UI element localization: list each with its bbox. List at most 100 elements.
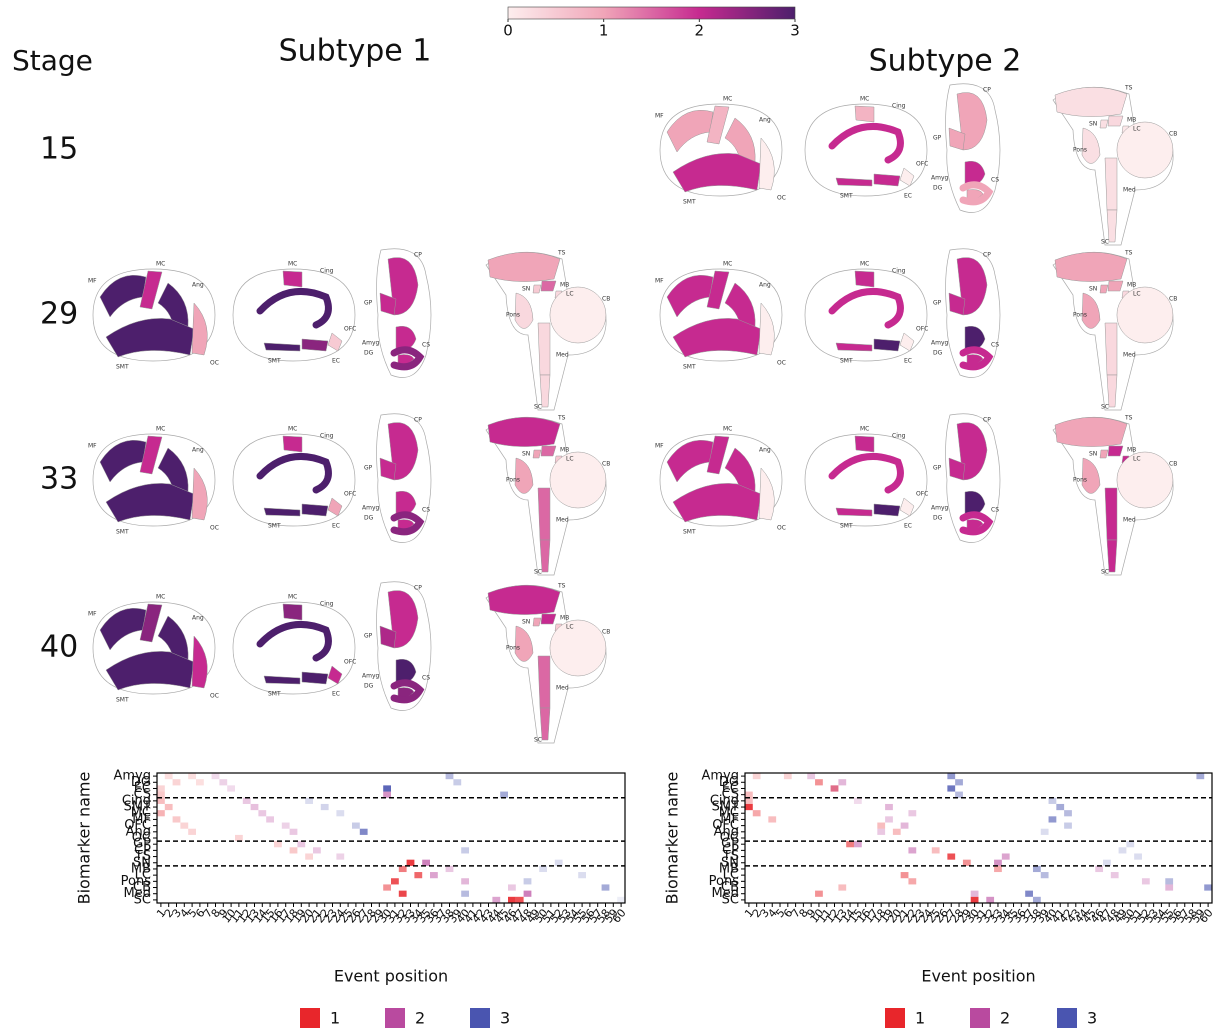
region-label: CP <box>414 417 422 424</box>
region-label: CP <box>414 585 422 592</box>
brain-region <box>855 271 874 287</box>
region-label: SN <box>522 619 530 626</box>
region-label: SMT <box>268 358 281 365</box>
region-label: LC <box>1133 456 1141 463</box>
region-label: SC <box>534 569 542 576</box>
stage-label: 33 <box>40 462 78 497</box>
region-label: Cing <box>320 601 334 608</box>
heat-cell <box>383 792 391 798</box>
heat-cell <box>877 823 885 829</box>
region-label: CS <box>991 507 999 514</box>
region-label: MC <box>723 426 732 433</box>
legend-swatch <box>470 1008 490 1028</box>
heat-cell <box>815 779 823 785</box>
region-label: Ang <box>759 447 771 454</box>
brain-region <box>488 252 560 281</box>
brain-region <box>550 452 606 508</box>
heat-cell <box>854 798 862 804</box>
region-label: Amyg <box>362 340 380 347</box>
region-label: Amyg <box>362 505 380 512</box>
heat-cell <box>430 872 438 878</box>
region-label: OFC <box>344 326 356 333</box>
heat-cell <box>297 841 305 847</box>
heat-cell <box>947 853 955 859</box>
region-label: GP <box>364 633 373 640</box>
region-label: TS <box>557 415 566 422</box>
region-label: MF <box>655 443 664 450</box>
heat-cell <box>1049 816 1057 822</box>
heat-cell <box>893 829 901 835</box>
region-label: SMT <box>840 193 853 200</box>
stage-label: 15 <box>40 132 78 167</box>
region-label: LC <box>566 456 574 463</box>
region-label: OFC <box>916 161 928 168</box>
legend-swatch <box>970 1008 990 1028</box>
brain-region <box>283 604 302 620</box>
region-label: SMT <box>840 523 853 530</box>
region-label: SC <box>534 737 542 744</box>
heat-cell <box>955 779 963 785</box>
region-label: CB <box>1169 131 1177 138</box>
y-tick-label: SC <box>722 892 739 907</box>
brain-region <box>540 375 550 407</box>
region-label: EC <box>332 523 340 530</box>
region-label: Pons <box>1073 477 1087 484</box>
colorbar-tick-label: 3 <box>790 22 800 40</box>
region-label: CS <box>422 342 430 349</box>
region-label: SMT <box>268 691 281 698</box>
legend-swatch <box>885 1008 905 1028</box>
heat-cell <box>1142 878 1150 884</box>
x-axis-label: Event position <box>334 967 448 986</box>
region-label: OC <box>210 693 219 700</box>
region-label: TS <box>1124 415 1133 422</box>
region-label: Amyg <box>931 175 949 182</box>
region-label: OFC <box>344 491 356 498</box>
region-label: MC <box>860 96 869 103</box>
heat-cell <box>173 816 181 822</box>
heat-cell <box>383 785 391 791</box>
region-label: MC <box>288 594 297 601</box>
heat-cell <box>446 866 454 872</box>
heat-cell <box>885 804 893 810</box>
heat-cell <box>877 829 885 835</box>
colorbar <box>508 7 795 19</box>
heat-cell <box>1049 798 1057 804</box>
heat-cell <box>165 773 173 779</box>
region-label: MC <box>288 261 297 268</box>
heat-cell <box>947 785 955 791</box>
region-label: MC <box>288 426 297 433</box>
subtype-title: Subtype 1 <box>279 34 432 69</box>
region-label: MB <box>560 615 569 622</box>
heat-cell <box>508 897 516 903</box>
region-label: LC <box>566 624 574 631</box>
heat-cell <box>971 897 979 903</box>
region-label: SMT <box>116 697 129 704</box>
brain-region <box>855 436 874 452</box>
heat-cell <box>1165 884 1173 890</box>
region-label: SMT <box>683 199 696 206</box>
x-axis-label: Event position <box>921 967 1035 986</box>
heat-cell <box>846 841 854 847</box>
region-label: GP <box>364 465 373 472</box>
heat-cell <box>784 773 792 779</box>
region-label: MB <box>1127 282 1136 289</box>
heat-cell <box>266 816 274 822</box>
brain-region <box>855 106 874 122</box>
heat-cell <box>908 810 916 816</box>
brain-region <box>540 540 550 572</box>
brain-region <box>1055 87 1127 116</box>
heat-cell <box>157 798 165 804</box>
region-label: MF <box>88 611 97 618</box>
region-label: SMT <box>116 364 129 371</box>
heat-cell <box>885 816 893 822</box>
heat-cell <box>282 823 290 829</box>
brain-region <box>1117 452 1173 508</box>
heat-cell <box>1064 823 1072 829</box>
brain-region <box>1107 375 1117 407</box>
heat-cell <box>539 866 547 872</box>
region-label: CP <box>983 87 991 94</box>
heat-cell <box>313 847 321 853</box>
region-label: CS <box>422 507 430 514</box>
brain-diagram: CPGPAmygDGCS <box>362 582 431 711</box>
